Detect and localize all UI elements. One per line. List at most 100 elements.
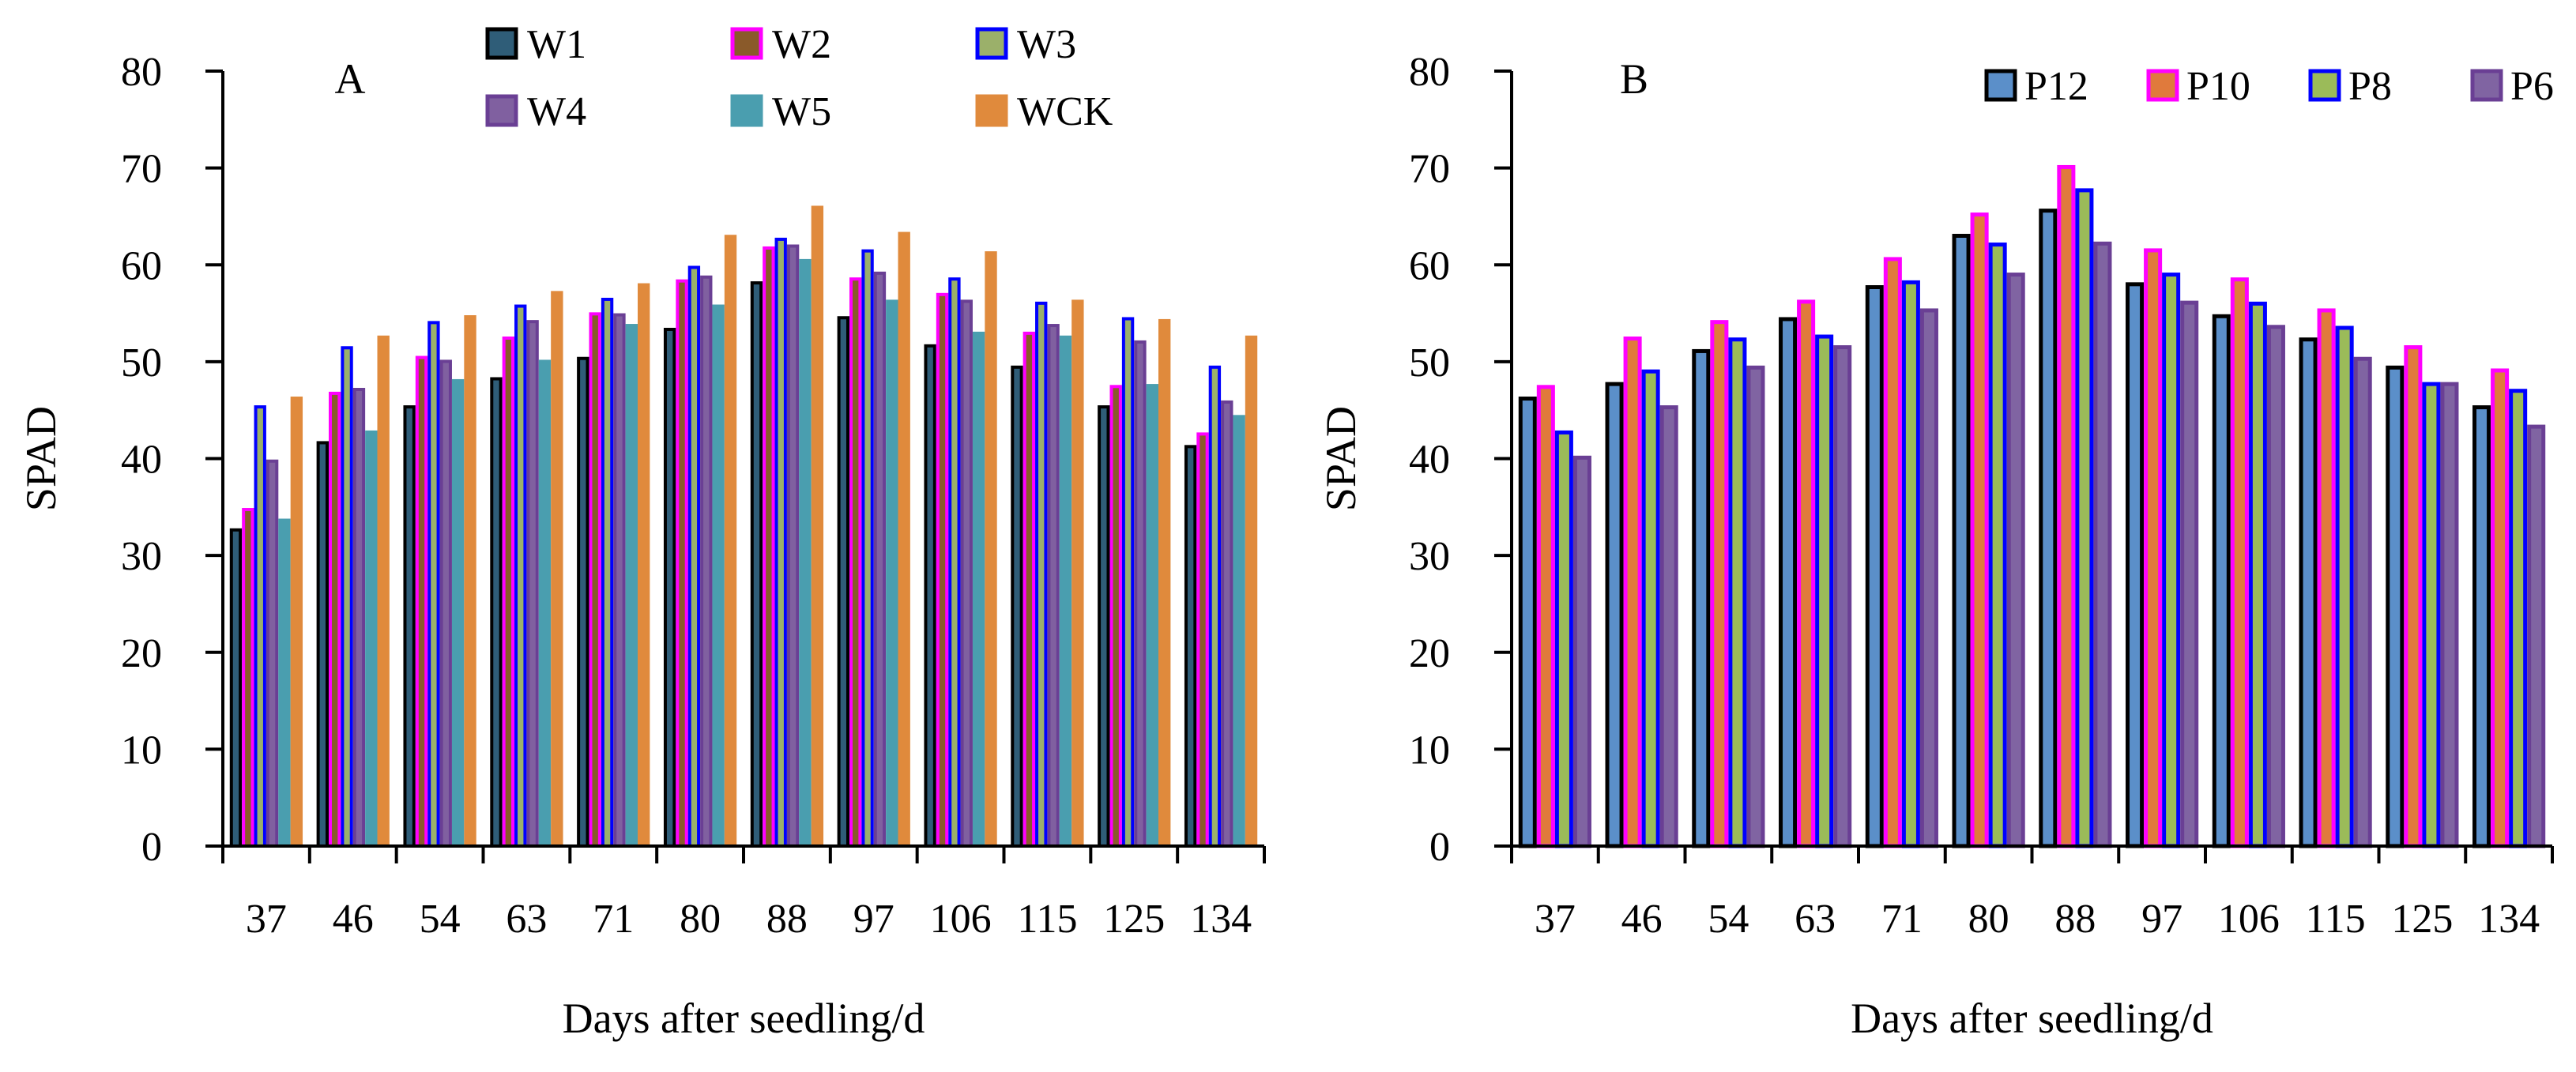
bar-w5-97 — [886, 299, 898, 848]
panel-label: A — [335, 55, 366, 103]
bar-w1-71 — [577, 356, 589, 848]
bar-w1-63 — [490, 377, 503, 848]
y-tick-label: 30 — [1409, 534, 1450, 579]
bar-p8-134 — [2509, 389, 2528, 848]
x-tick-label: 37 — [1535, 897, 1576, 942]
bar-p10-54 — [1710, 320, 1729, 848]
bar-w1-134 — [1184, 445, 1197, 848]
legend-swatch-w5 — [730, 94, 763, 127]
x-tick-label: 106 — [2218, 897, 2280, 942]
bar-w5-80 — [712, 304, 725, 848]
y-tick-label: 20 — [121, 631, 162, 676]
x-tick-label: 37 — [246, 897, 287, 942]
bar-w4-63 — [526, 320, 539, 848]
bar-w1-88 — [750, 281, 763, 848]
bar-p6-80 — [2006, 273, 2025, 848]
bar-p8-97 — [2162, 273, 2181, 848]
bar-wck-88 — [811, 205, 824, 848]
bar-wck-134 — [1245, 335, 1258, 848]
x-tick-label: 63 — [506, 897, 547, 942]
bar-w1-97 — [837, 316, 849, 848]
bar-w4-106 — [960, 299, 973, 848]
legend-swatch-w2 — [730, 27, 763, 60]
chart-panel-a: 0 10 20 30 40 50 60 70 80 37 46 54 63 71 80 88 97 106 115 1… — [17, 22, 1266, 1042]
bar-w4-54 — [439, 359, 452, 848]
x-tick-label: 115 — [2306, 897, 2366, 942]
bar-w2-134 — [1196, 432, 1209, 848]
x-tick-label: 97 — [2141, 897, 2182, 942]
bar-p8-106 — [2248, 301, 2267, 848]
bar-p10-46 — [1623, 336, 1642, 848]
x-tick-label: 88 — [2054, 897, 2096, 942]
bar-p12-115 — [2299, 337, 2318, 848]
bar-p12-37 — [1518, 397, 1537, 848]
y-axis-title: SPAD — [1317, 406, 1365, 511]
bar-w2-46 — [328, 391, 341, 848]
x-tick-label: 46 — [1621, 897, 1663, 942]
y-tick-label: 10 — [121, 728, 162, 773]
bar-w2-71 — [589, 312, 601, 848]
chart-panel-b: 0 10 20 30 40 50 60 70 80 37 46 54 63 71 80 88 97 106 115 1… — [1317, 50, 2554, 1042]
bar-p8-125 — [2422, 382, 2441, 848]
legend-swatch-w1 — [485, 27, 518, 60]
bar-w5-37 — [278, 518, 291, 848]
bar-w3-106 — [948, 277, 961, 848]
x-tick-label: 54 — [420, 897, 461, 942]
bar-w1-37 — [229, 528, 243, 848]
x-tick-label: 71 — [1881, 897, 1923, 942]
bar-w1-106 — [924, 344, 936, 848]
bar-wck-115 — [1071, 299, 1084, 848]
bar-w2-80 — [676, 279, 688, 848]
bar-w5-71 — [625, 324, 638, 848]
bar-p8-80 — [1988, 243, 2007, 848]
bar-p6-37 — [1572, 455, 1591, 848]
y-tick-label: 60 — [121, 243, 162, 288]
bar-w5-125 — [1146, 384, 1159, 848]
bar-w3-63 — [514, 304, 527, 848]
bar-w2-106 — [936, 292, 949, 848]
bar-wck-37 — [290, 397, 303, 848]
x-tick-label: 134 — [2478, 897, 2540, 942]
bar-w5-88 — [799, 258, 812, 848]
y-tick-label: 40 — [1409, 438, 1450, 483]
bar-p6-115 — [2353, 356, 2372, 848]
bar-w3-115 — [1035, 301, 1048, 848]
y-tick-label: 40 — [121, 438, 162, 483]
x-tick-label: 88 — [766, 897, 808, 942]
x-tick-label: 80 — [680, 897, 721, 942]
legend-swatch-p10 — [2146, 69, 2179, 102]
legend-swatch-p8 — [2308, 69, 2341, 102]
bar-p8-46 — [1641, 369, 1660, 848]
bar-w3-80 — [687, 265, 701, 848]
legend-swatch-p6 — [2470, 69, 2503, 102]
bar-w4-134 — [1221, 400, 1233, 848]
bar-p12-71 — [1865, 285, 1884, 848]
bar-w5-134 — [1233, 415, 1245, 848]
bar-w4-71 — [613, 313, 626, 848]
bar-wck-46 — [377, 335, 390, 848]
x-tick-label: 125 — [2391, 897, 2453, 942]
bar-p12-125 — [2386, 365, 2405, 848]
y-tick-label: 80 — [121, 50, 162, 95]
bar-p6-88 — [2093, 241, 2112, 848]
bar-w3-54 — [427, 321, 440, 848]
bar-p10-80 — [1970, 213, 1989, 848]
bar-w3-88 — [774, 237, 787, 848]
bar-w1-46 — [316, 441, 329, 848]
bar-w4-80 — [700, 275, 713, 848]
bar-w2-37 — [242, 508, 254, 848]
bar-p12-46 — [1605, 382, 1624, 848]
bar-p10-88 — [2057, 164, 2076, 848]
bar-p6-63 — [1833, 345, 1852, 848]
bar-p8-37 — [1554, 430, 1573, 848]
bar-w5-115 — [1059, 335, 1072, 848]
bar-w3-125 — [1121, 317, 1135, 848]
bar-w3-46 — [341, 346, 353, 848]
bar-wck-63 — [551, 291, 563, 848]
bar-w4-46 — [352, 387, 366, 848]
legend-label-w3: W3 — [1017, 22, 1076, 67]
bar-w4-115 — [1047, 324, 1060, 848]
bar-w5-63 — [538, 359, 552, 848]
bar-p10-106 — [2230, 277, 2249, 848]
bar-p12-54 — [1692, 348, 1711, 848]
